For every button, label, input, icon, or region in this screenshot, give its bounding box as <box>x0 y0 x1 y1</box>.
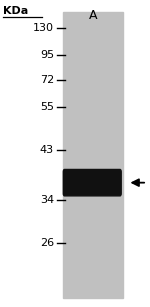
Text: 26: 26 <box>40 238 54 247</box>
Text: 130: 130 <box>33 23 54 33</box>
Text: 95: 95 <box>40 50 54 60</box>
Text: 55: 55 <box>40 103 54 112</box>
Text: KDa: KDa <box>3 6 28 16</box>
Text: A: A <box>89 9 97 22</box>
FancyBboxPatch shape <box>63 169 121 196</box>
Bar <box>63 12 123 298</box>
Text: 43: 43 <box>40 146 54 155</box>
Text: 34: 34 <box>40 195 54 204</box>
Text: 72: 72 <box>40 75 54 85</box>
